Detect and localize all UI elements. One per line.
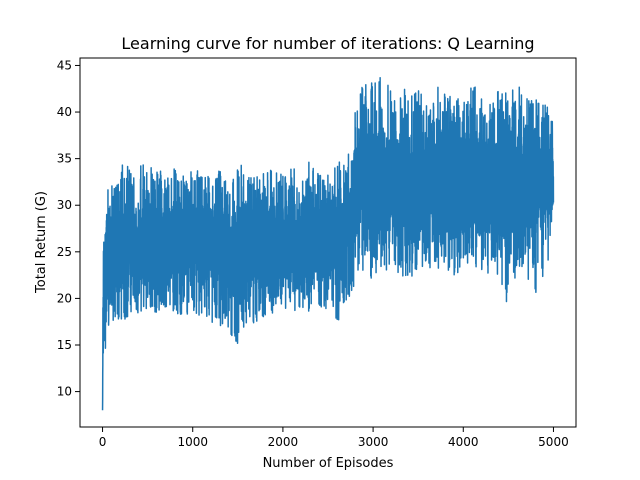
series-line <box>101 77 555 411</box>
y-tick-label: 25 <box>57 245 72 259</box>
y-tick-label: 15 <box>57 338 72 352</box>
y-tick-label: 45 <box>57 58 72 72</box>
y-tick-label: 35 <box>57 152 72 166</box>
y-axis: 10 15 20 25 30 35 40 45 <box>57 58 80 399</box>
x-tick-label: 2000 <box>268 435 299 449</box>
chart-title: Learning curve for number of iterations:… <box>121 34 534 53</box>
y-tick-label: 20 <box>57 291 72 305</box>
x-tick-label: 4000 <box>448 435 479 449</box>
y-tick-label: 40 <box>57 105 72 119</box>
y-tick-label: 10 <box>57 385 72 399</box>
x-tick-label: 1000 <box>177 435 208 449</box>
x-axis-label: Number of Episodes <box>263 456 394 471</box>
axes-frame <box>79 57 577 428</box>
x-axis: 0 1000 2000 3000 4000 5000 <box>99 427 569 449</box>
y-tick-label: 30 <box>57 198 72 212</box>
x-tick-label: 3000 <box>358 435 389 449</box>
y-axis-label: Total Return (G) <box>34 191 49 294</box>
x-tick-label: 0 <box>99 435 107 449</box>
x-tick-label: 5000 <box>538 435 569 449</box>
plot-area <box>101 77 555 411</box>
